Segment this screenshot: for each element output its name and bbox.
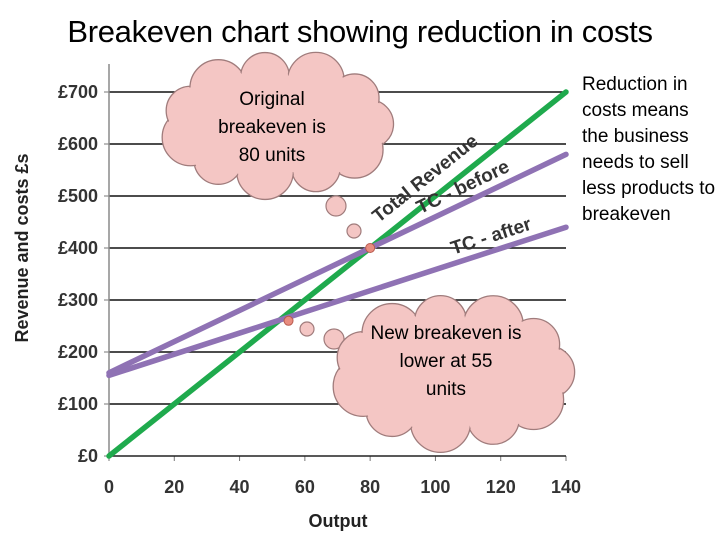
new-breakeven-cloud [332,294,576,454]
cloud-tail-dot [325,195,347,217]
x-tick-label: 140 [551,477,581,497]
thought-bubbles: Original breakeven is 80 units New breakeve… [161,51,576,454]
total-revenue-line [106,89,569,459]
x-tick-label: 60 [295,477,315,497]
y-tick-label: £400 [58,238,98,258]
x-tick-label: 20 [164,477,184,497]
x-axis-label: Output [309,511,368,531]
cloud-tail-dot [346,223,362,239]
y-tick-labels: £0 £100 £200 £300 £400 £500 £600 £700 [58,82,98,466]
x-tick-labels: 0 20 40 60 80 100 120 140 [104,477,581,497]
new-breakeven-text: New breakeven is lower at 55 units [370,323,521,400]
page-title: Breakeven chart showing reduction in cos… [67,14,653,49]
y-tick-label: £300 [58,290,98,310]
breakeven-points [283,243,376,326]
cloud-tail-dot [299,321,315,337]
side-note: Reduction in costs means the business ne… [582,74,716,225]
cloud-body [357,319,551,425]
y-tick-label: £500 [58,186,98,206]
y-tick-label: £700 [58,82,98,102]
tc-after-line [106,224,569,379]
x-tick-label: 120 [486,477,516,497]
y-tick-label: £600 [58,134,98,154]
x-tick-label: 100 [420,477,450,497]
new-breakeven-point [283,315,294,326]
y-tick-label: £0 [78,446,98,466]
x-tick-label: 40 [230,477,250,497]
x-tick-label: 80 [360,477,380,497]
cloud-body [184,75,372,173]
original-breakeven-point [365,243,376,253]
x-tick-label: 0 [104,477,114,497]
y-tick-label: £200 [58,342,98,362]
original-breakeven-cloud [161,51,395,201]
axes [104,64,567,461]
tc-before-line [106,151,569,376]
y-tick-label: £100 [58,394,98,414]
cloud-tail-dot [323,328,345,350]
original-breakeven-text: Original breakeven is 80 units [218,89,326,166]
series-lines [106,89,569,459]
y-axis-label: Revenue and costs £s [12,153,32,342]
